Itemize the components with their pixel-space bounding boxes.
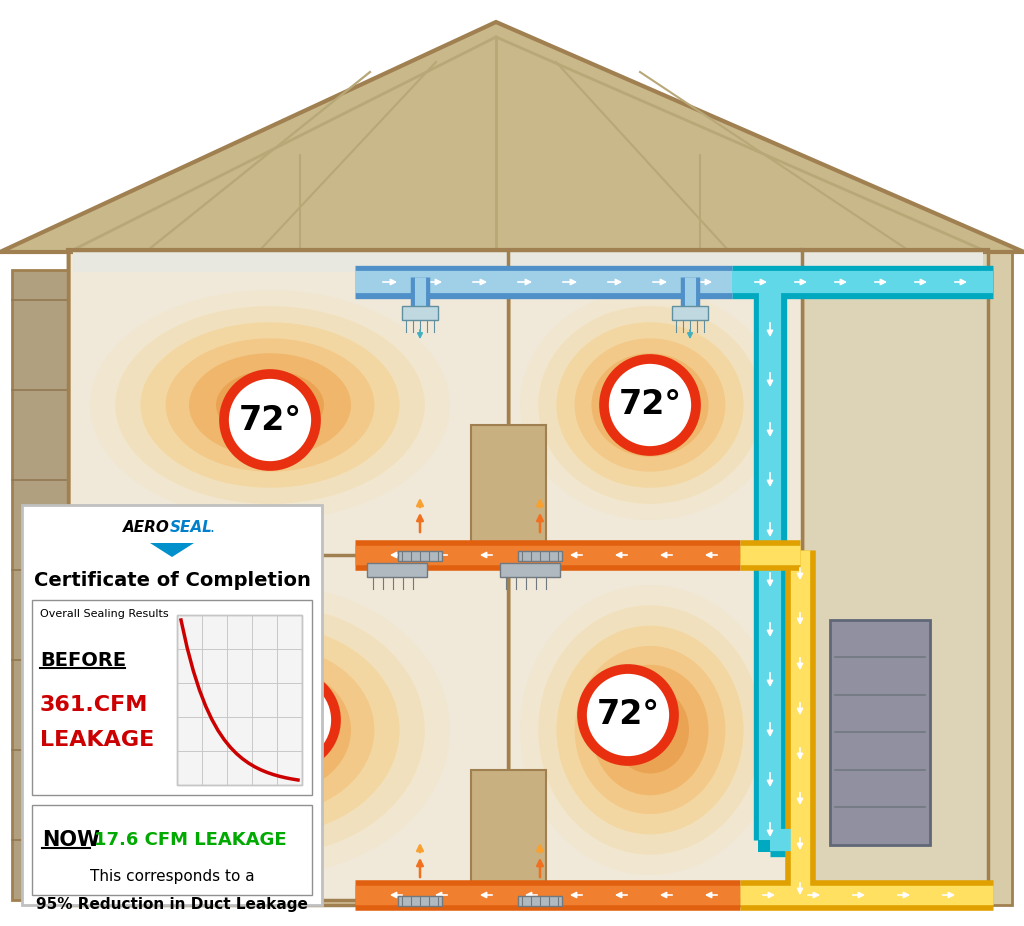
Bar — [500, 563, 560, 577]
Polygon shape — [0, 22, 1024, 252]
Ellipse shape — [592, 665, 709, 795]
Bar — [177, 615, 302, 785]
Text: AERO: AERO — [123, 519, 170, 534]
Ellipse shape — [166, 646, 375, 814]
Ellipse shape — [520, 290, 780, 520]
Ellipse shape — [611, 686, 689, 773]
Ellipse shape — [115, 307, 425, 504]
Text: .: . — [209, 519, 214, 534]
Bar — [518, 896, 562, 906]
Polygon shape — [988, 248, 1012, 905]
Text: 361.CFM: 361.CFM — [40, 695, 148, 715]
Circle shape — [582, 669, 674, 761]
Ellipse shape — [539, 606, 762, 855]
Ellipse shape — [216, 370, 324, 440]
Text: 72°: 72° — [239, 404, 301, 436]
Ellipse shape — [166, 338, 375, 471]
Bar — [511, 555, 802, 900]
Bar — [367, 563, 427, 577]
Ellipse shape — [574, 338, 725, 471]
Circle shape — [224, 374, 316, 466]
Bar — [398, 896, 442, 906]
Text: 17.6 CFM LEAKAGE: 17.6 CFM LEAKAGE — [94, 831, 287, 849]
Polygon shape — [73, 42, 983, 250]
Text: SEAL: SEAL — [170, 519, 213, 534]
Bar — [511, 250, 802, 555]
Ellipse shape — [189, 353, 351, 457]
Bar — [762, 272, 778, 292]
Bar — [471, 770, 546, 900]
Ellipse shape — [90, 290, 450, 520]
Bar — [805, 250, 988, 900]
Polygon shape — [68, 248, 988, 905]
Ellipse shape — [140, 322, 399, 488]
Ellipse shape — [216, 686, 324, 773]
Ellipse shape — [520, 585, 780, 875]
Bar — [758, 828, 782, 852]
Bar — [672, 306, 708, 320]
Bar — [402, 306, 438, 320]
Ellipse shape — [556, 626, 743, 834]
Bar — [22, 505, 322, 905]
Bar — [471, 425, 546, 555]
Text: BEFORE: BEFORE — [40, 650, 126, 669]
Bar — [32, 805, 312, 895]
Bar — [73, 250, 983, 272]
Ellipse shape — [90, 585, 450, 875]
Ellipse shape — [592, 353, 709, 457]
Circle shape — [244, 674, 336, 766]
Ellipse shape — [189, 665, 351, 795]
Text: 72°: 72° — [618, 389, 682, 421]
Bar — [830, 620, 930, 845]
Ellipse shape — [140, 626, 399, 834]
Bar — [518, 551, 562, 561]
Bar — [758, 270, 782, 294]
Text: 72°: 72° — [258, 704, 322, 736]
Ellipse shape — [539, 307, 762, 504]
Text: 95% Reduction in Duct Leakage: 95% Reduction in Duct Leakage — [36, 897, 308, 912]
Text: LEAKAGE: LEAKAGE — [40, 730, 155, 750]
Text: NOW: NOW — [42, 830, 100, 850]
Ellipse shape — [115, 606, 425, 855]
Bar — [32, 600, 312, 795]
Text: This corresponds to a: This corresponds to a — [90, 870, 254, 884]
Bar — [398, 551, 442, 561]
Text: Certificate of Completion: Certificate of Completion — [34, 570, 310, 590]
Ellipse shape — [574, 646, 725, 814]
Bar — [71, 555, 508, 900]
Circle shape — [604, 359, 696, 451]
Text: 72°: 72° — [597, 698, 659, 732]
Polygon shape — [150, 543, 194, 557]
Polygon shape — [12, 270, 68, 900]
Bar — [71, 250, 508, 555]
Text: Overall Sealing Results: Overall Sealing Results — [40, 609, 169, 619]
Ellipse shape — [556, 322, 743, 488]
Ellipse shape — [611, 370, 689, 440]
